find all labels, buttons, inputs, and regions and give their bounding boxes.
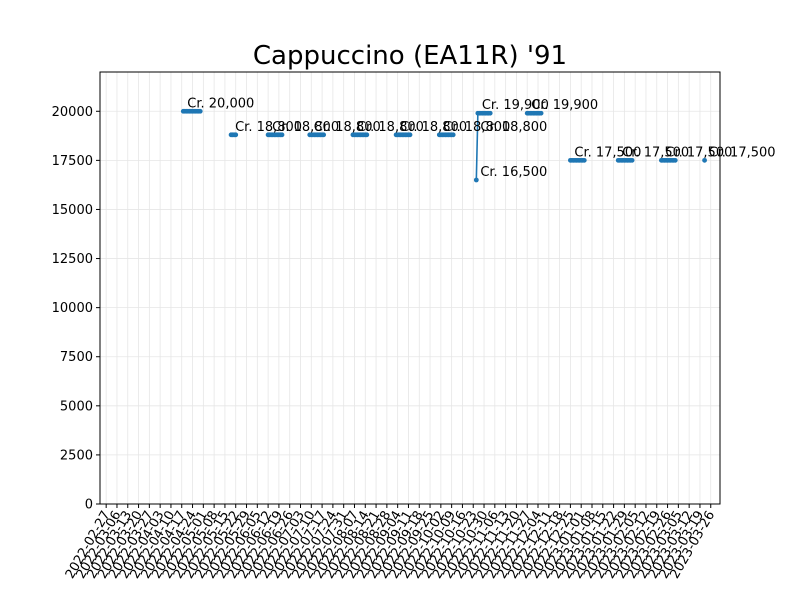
data-point [702,157,707,163]
price-annotation: Cr. 19,900 [531,98,598,113]
y-tick-label: 15000 [52,203,93,218]
y-tick-label: 10000 [52,301,93,316]
price-annotation: Cr. 18,800 [235,120,302,135]
data-point [629,157,635,163]
y-tick-label: 12500 [52,252,93,267]
x-axis: 2022-02-272022-03-062022-03-132022-03-20… [63,504,718,581]
data-point [407,132,413,138]
price-annotation: Cr. 17,500 [622,145,689,160]
price-series [180,108,707,183]
data-point [487,110,493,116]
price-annotation: Cr. 17,500 [665,145,732,160]
data-point [672,157,678,163]
price-annotation: Cr. 18,800 [314,120,381,135]
price-annotation: Cr. 18,800 [272,120,339,135]
y-tick-label: 17500 [52,154,93,169]
y-tick-label: 20000 [52,105,93,120]
grid-lines [100,72,720,505]
data-point [450,132,456,138]
price-annotation: Cr. 18,800 [357,120,424,135]
y-axis: 0 2500 5000 7500 10000 12500 15000 17500 20000 [52,105,100,513]
data-point [197,108,203,114]
price-annotation: Cr. 20,000 [187,96,254,111]
chart-title: Cappuccino (EA11R) '91 [253,41,567,71]
plot-frame [99,71,721,505]
data-point [364,132,370,138]
data-point [233,132,239,138]
price-annotation: Cr. 18,800 [443,120,510,135]
price-annotation: Cr. 17,500 [709,145,776,160]
data-point [581,157,587,163]
price-annotation: Cr. 18,800 [400,120,467,135]
price-annotation: Cr. 19,900 [482,98,549,113]
y-tick-label: 0 [85,498,93,513]
y-tick-label: 5000 [60,399,93,414]
data-point [473,177,479,183]
price-annotation: Cr. 16,500 [480,165,547,180]
price-annotation: Cr. 18,800 [480,120,547,135]
data-point [279,132,285,138]
y-tick-label: 7500 [60,350,93,365]
price-annotation: Cr. 17,500 [574,145,641,160]
data-point [321,132,327,138]
data-point [538,110,544,116]
y-tick-label: 2500 [60,448,93,463]
